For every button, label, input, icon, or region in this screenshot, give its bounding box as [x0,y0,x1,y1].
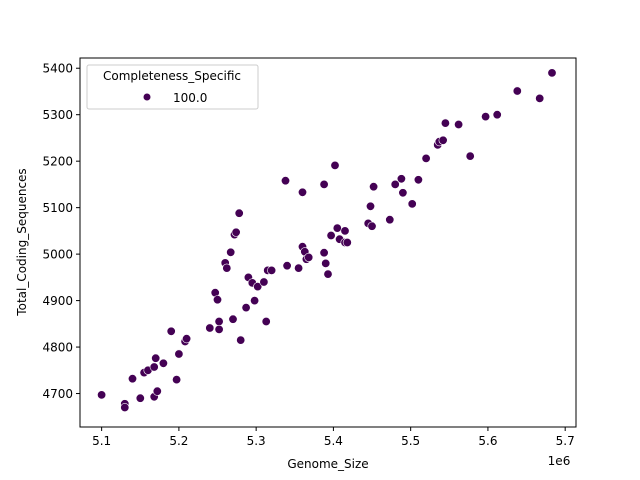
data-points [97,68,557,412]
data-point [259,277,269,287]
data-point [481,112,491,122]
x-tick-label: 5.5 [401,434,420,448]
data-point [390,179,400,189]
data-point [330,160,340,170]
legend-title: Completeness_Specific [103,69,241,83]
x-tick-label: 5.3 [247,434,266,448]
legend: Completeness_Specific 100.0 [86,64,259,110]
y-tick-label: 4900 [42,294,73,308]
data-point [151,353,161,363]
data-point [492,110,502,120]
y-axis-ticks: 4700 4800 4900 5000 5100 5200 5300 5400 [42,62,80,401]
legend-entry-label: 100.0 [173,91,207,105]
data-point [213,295,223,305]
data-point [250,296,260,306]
data-point [321,258,331,268]
data-point [294,263,304,273]
y-tick-label: 5100 [42,201,73,215]
data-point [261,316,271,326]
data-point [166,326,176,336]
data-point [214,324,224,334]
data-point [241,303,251,313]
plot-frame [79,57,577,428]
data-point [222,263,232,273]
y-tick-label: 4700 [42,387,73,401]
data-point [365,201,375,211]
x-tick-label: 5.4 [324,434,343,448]
data-point [267,265,277,275]
data-point [205,323,215,333]
data-point [385,215,395,225]
data-point [236,335,246,345]
data-point [231,227,241,237]
data-point [97,390,107,400]
y-tick-label: 5200 [42,155,73,169]
data-point [396,174,406,184]
data-point [332,223,342,233]
data-point [454,120,464,130]
data-point [128,374,138,384]
data-point [367,221,377,231]
data-point [547,68,557,78]
data-point [253,282,263,292]
x-tick-label: 5.2 [169,434,188,448]
data-point [319,179,329,189]
data-point [340,226,350,236]
data-point [228,314,238,324]
x-axis-ticks: 5.1 5.2 5.3 5.4 5.5 5.6 5.7 [92,427,575,448]
data-point [214,316,224,326]
data-point [421,153,431,163]
data-point [319,248,329,258]
y-tick-label: 5000 [42,248,73,262]
legend-box [86,64,259,110]
y-tick-label: 5400 [42,62,73,76]
data-point [234,208,244,218]
data-point [407,199,417,209]
data-point [158,358,168,368]
data-point [282,261,292,271]
data-point [149,362,159,372]
x-tick-label: 5.6 [478,434,497,448]
data-point [398,188,408,198]
x-tick-label: 5.1 [92,434,111,448]
data-point [172,375,182,385]
x-tick-label: 5.7 [556,434,575,448]
data-point [226,247,236,257]
data-point [174,349,184,359]
data-point [440,118,450,128]
data-point [535,93,545,103]
data-point [326,231,336,241]
data-point [369,182,379,192]
legend-marker-icon [143,93,151,101]
data-point [323,269,333,279]
data-point [342,238,352,248]
data-point [297,187,307,197]
data-point [280,176,290,186]
data-point [413,175,423,185]
y-tick-label: 5300 [42,108,73,122]
data-point [512,86,522,96]
data-point [182,334,192,344]
data-point [120,402,130,412]
data-point [438,135,448,145]
data-point [152,386,162,396]
x-axis-label: Genome_Size [287,457,368,471]
data-point [135,393,145,403]
data-point [304,252,314,262]
data-point [465,151,475,161]
y-tick-label: 4800 [42,341,73,355]
x-axis-offset-label: 1e6 [548,454,571,468]
y-axis-label: Total_Coding_Sequences [15,168,29,316]
